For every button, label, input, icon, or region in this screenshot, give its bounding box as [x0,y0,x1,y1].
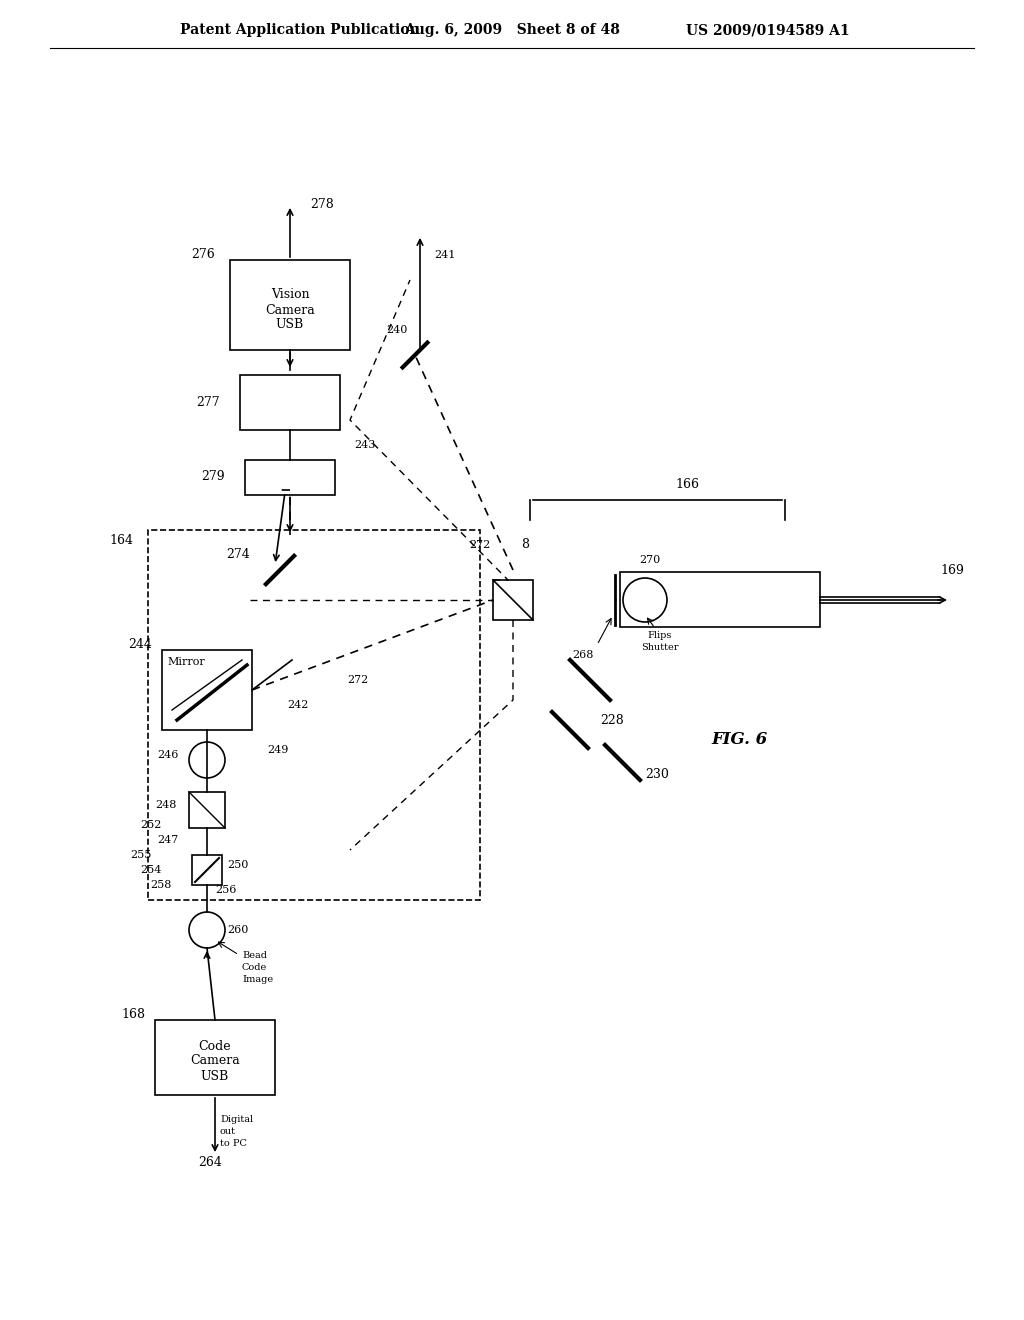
Text: Camera: Camera [190,1055,240,1068]
Text: Vision: Vision [270,289,309,301]
Text: 276: 276 [191,248,215,261]
Text: Code: Code [199,1040,231,1052]
Text: 230: 230 [645,768,669,781]
Text: Shutter: Shutter [641,643,679,652]
Text: Bead: Bead [242,950,267,960]
Text: 277: 277 [197,396,220,408]
Text: USB: USB [275,318,304,331]
Text: 164: 164 [109,533,133,546]
Text: 256: 256 [215,884,237,895]
Bar [240,375,340,430]
Text: Digital: Digital [220,1115,253,1125]
Text: 274: 274 [226,549,250,561]
Text: to PC: to PC [220,1139,247,1148]
Text: out: out [220,1127,236,1137]
Text: 268: 268 [572,649,594,660]
Bar [493,579,534,620]
Text: 168: 168 [121,1008,145,1022]
Bar [193,855,222,884]
Text: Aug. 6, 2009   Sheet 8 of 48: Aug. 6, 2009 Sheet 8 of 48 [404,22,620,37]
Text: Flips: Flips [648,631,672,639]
Text: 254: 254 [140,865,162,875]
Text: 166: 166 [676,479,699,491]
Text: Mirror: Mirror [167,657,205,667]
Text: Camera: Camera [265,304,314,317]
Text: 244: 244 [128,639,152,652]
Text: 272: 272 [347,675,369,685]
Text: 241: 241 [434,249,456,260]
Text: 242: 242 [287,700,308,710]
Text: 169: 169 [940,564,964,577]
Bar [155,1020,275,1096]
Text: 246: 246 [158,750,179,760]
Bar [162,649,252,730]
Bar [620,572,820,627]
Text: Code: Code [242,962,267,972]
Text: 272: 272 [469,540,490,550]
Text: 278: 278 [310,198,334,211]
Text: 255: 255 [131,850,152,861]
Bar [189,792,225,828]
Text: 250: 250 [227,861,249,870]
Text: 228: 228 [600,714,624,726]
Text: 264: 264 [198,1156,222,1170]
Bar [148,531,480,900]
Text: 8: 8 [521,539,529,552]
Text: USB: USB [201,1069,229,1082]
Text: Patent Application Publication: Patent Application Publication [180,22,420,37]
Text: 247: 247 [158,836,179,845]
Bar [230,260,350,350]
Bar [245,459,335,495]
Text: 260: 260 [227,925,249,935]
Text: 243: 243 [354,440,376,450]
Text: 279: 279 [202,470,225,483]
Text: 270: 270 [639,554,660,565]
Text: FIG. 6: FIG. 6 [712,731,768,748]
Text: Image: Image [242,974,273,983]
Text: 248: 248 [156,800,177,810]
Text: US 2009/0194589 A1: US 2009/0194589 A1 [686,22,850,37]
Text: 258: 258 [151,880,172,890]
Text: 240: 240 [386,325,408,335]
Text: 252: 252 [140,820,162,830]
Text: 249: 249 [267,744,289,755]
